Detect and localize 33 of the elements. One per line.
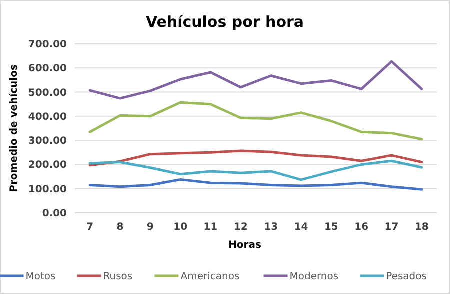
- x-tick-label: 9: [146, 222, 154, 233]
- chart-title: Vehículos por hora: [146, 13, 304, 31]
- x-axis-title: Horas: [228, 240, 262, 251]
- y-tick-label: 500.00: [28, 88, 68, 99]
- x-tick-label: 8: [116, 222, 124, 233]
- legend-label: Rusos: [103, 272, 133, 282]
- line-series: [88, 101, 424, 141]
- x-tick-label: 16: [354, 222, 369, 233]
- y-tick-label: 600.00: [28, 64, 68, 75]
- legend-label: Motos: [26, 272, 56, 282]
- y-axis-title: Promedio de vehículos: [9, 64, 20, 192]
- y-tick-label: 200.00: [28, 160, 68, 172]
- y-tick-label: 300.00: [28, 136, 68, 148]
- x-tick-label: 10: [174, 222, 188, 233]
- x-tick-label: 17: [384, 222, 399, 233]
- legend-label: Modernos: [290, 272, 339, 282]
- x-tick-label: 15: [324, 222, 338, 233]
- x-tick-label: 13: [264, 222, 278, 233]
- line-series: [88, 60, 424, 100]
- y-tick-label: 700.00: [28, 40, 68, 50]
- x-tick-label: 18: [414, 222, 429, 233]
- y-tick-label: 0.00: [42, 208, 68, 220]
- x-tick-label: 12: [234, 222, 248, 233]
- legend-label: Pesados: [386, 272, 427, 282]
- line-series: [88, 150, 424, 167]
- y-tick-label: 100.00: [28, 184, 68, 196]
- line-series: [88, 178, 424, 191]
- x-tick-label: 11: [204, 222, 218, 233]
- line-series: [88, 160, 424, 182]
- legend-label: Americanos: [180, 272, 240, 282]
- y-tick-label: 400.00: [28, 112, 68, 123]
- x-tick-label: 14: [294, 222, 308, 233]
- x-tick-label: 7: [86, 222, 94, 233]
